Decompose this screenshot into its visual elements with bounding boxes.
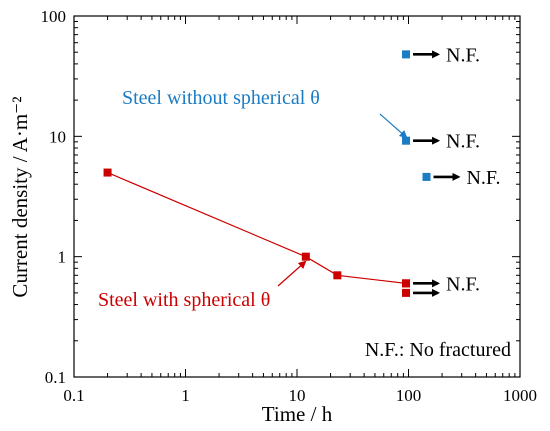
- data-point: [333, 271, 342, 280]
- plot-frame: [73, 15, 521, 378]
- y-tick-label: 100: [41, 7, 67, 26]
- annotation-arrow-without: [379, 113, 408, 139]
- y-axis-label: Current density / A·m⁻²: [8, 96, 32, 297]
- series-lines: [107, 172, 407, 284]
- nf-label: N.F.: [446, 131, 480, 153]
- data-point: [402, 50, 411, 59]
- data-point: [402, 288, 411, 297]
- data-point: [422, 172, 431, 181]
- data-point: [103, 168, 112, 177]
- data-point: [402, 136, 411, 145]
- data-point: [301, 252, 310, 261]
- nf-label: N.F.: [446, 44, 480, 66]
- x-tick-labels: 0.1 1 10 100 1000: [63, 386, 537, 405]
- y-tick-label: 10: [49, 127, 66, 146]
- nf-markers: N.F. N.F. N.F. N.F.: [413, 44, 500, 297]
- data-point: [402, 279, 411, 288]
- y-tick-labels: 0.1 1 10 100: [41, 7, 67, 387]
- x-axis-label: Time / h: [262, 402, 333, 426]
- annotation-without-spherical: Steel without spherical θ: [122, 87, 320, 109]
- series-points: [103, 50, 431, 297]
- x-tick-label: 10: [289, 386, 306, 405]
- y-tick-label: 1: [58, 248, 67, 267]
- y-tick-label: 0.1: [45, 368, 66, 387]
- x-tick-label: 1: [181, 386, 190, 405]
- series-line: [107, 172, 407, 284]
- axis-ticks: [73, 16, 520, 378]
- note-no-fractured: N.F.: No fractured: [365, 339, 511, 361]
- x-tick-label: 0.1: [63, 386, 84, 405]
- annotation-arrow-with: [277, 260, 307, 287]
- annotation-with-spherical: Steel with spherical θ: [98, 289, 270, 311]
- x-tick-label: 100: [396, 386, 422, 405]
- nf-label: N.F.: [466, 167, 500, 189]
- nf-label: N.F.: [446, 273, 480, 295]
- x-tick-label: 1000: [503, 386, 537, 405]
